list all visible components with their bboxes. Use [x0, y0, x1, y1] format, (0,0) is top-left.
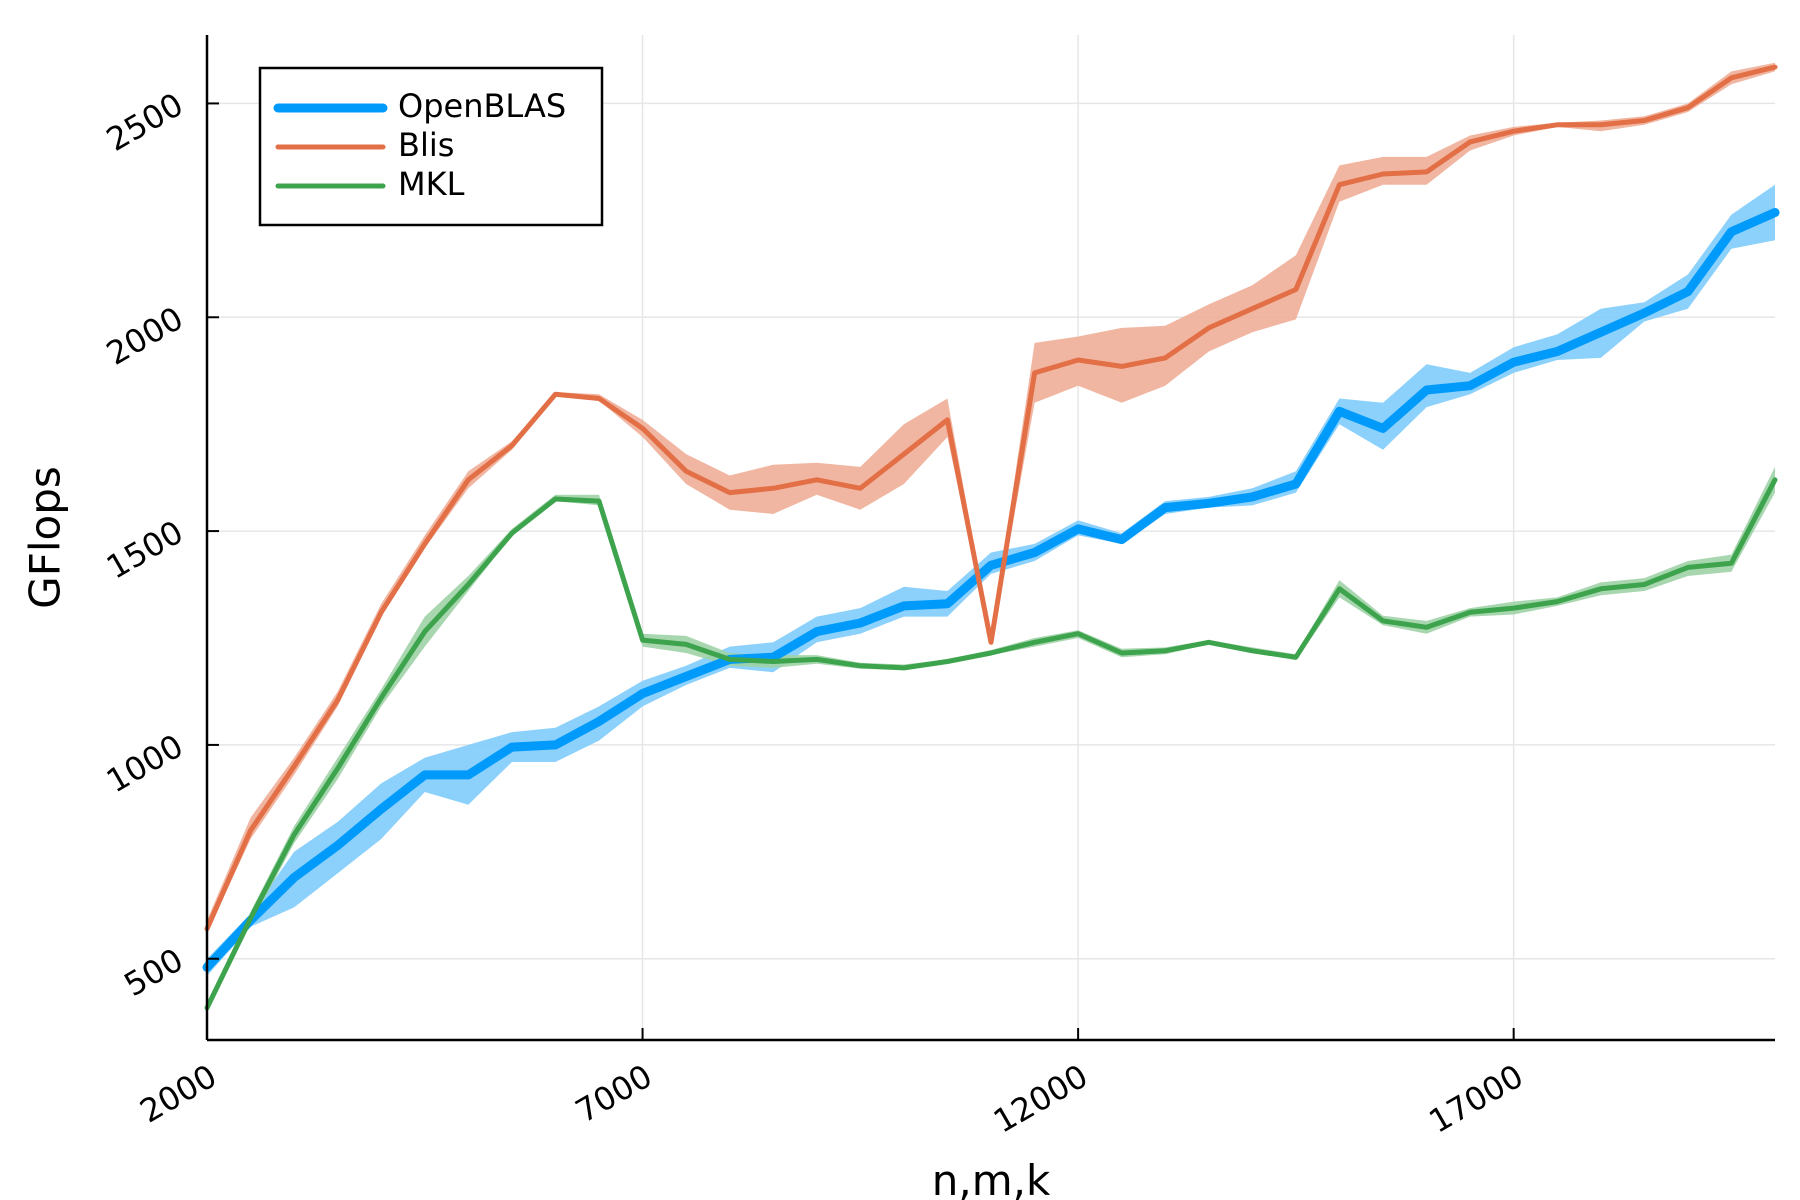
legend-label-blis: Blis [398, 126, 454, 164]
series-line-openblas [202, 208, 1780, 972]
legend-label-openblas: OpenBLAS [398, 87, 566, 125]
axes [205, 35, 1775, 1042]
series-lines [202, 64, 1780, 1011]
legend-label-mkl: MKL [398, 165, 465, 203]
series-line-mkl [204, 477, 1778, 1011]
series-line-blis [204, 64, 1778, 932]
y-axis-label: GFlops [21, 466, 70, 609]
x-axis-label: n,m,k [932, 1156, 1051, 1200]
